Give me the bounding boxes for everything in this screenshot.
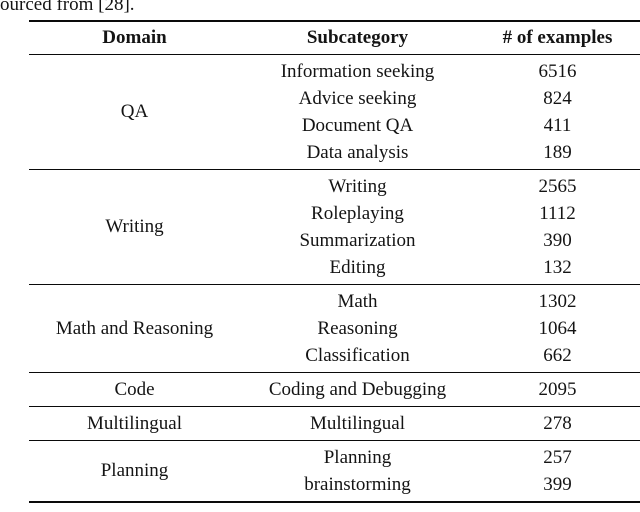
domain-cell: Math and Reasoning — [29, 284, 240, 373]
count-value: 1112 — [539, 203, 576, 224]
domain-cell: Planning — [29, 440, 240, 502]
count-value: 399 — [543, 474, 572, 495]
count-value: 1064 — [538, 318, 577, 339]
count-value: 411 — [543, 115, 572, 136]
domain-cell: QA — [120, 101, 149, 122]
count-cell: 278 — [475, 406, 640, 441]
header-domain: Domain — [29, 21, 240, 55]
subcategory-cell: Writing Roleplaying Summarization Editing — [240, 169, 475, 285]
count-value: 257 — [543, 447, 572, 468]
subcategory-value: Document QA — [301, 115, 414, 136]
subcategory-value: Multilingual — [310, 413, 405, 434]
domain-cell: Writing — [29, 169, 240, 285]
subcategory-cell: Coding and Debugging — [240, 372, 475, 407]
subcategory-value: Reasoning — [317, 318, 398, 339]
table-header: Domain Subcategory # of examples — [29, 21, 640, 55]
table-section-row: Math and Reasoning Math Reasoning Classific… — [29, 284, 640, 373]
table-body: QA Information seeking Advice seeking Docum… — [29, 55, 640, 502]
subcategory-value: brainstorming — [304, 474, 411, 495]
subcategory-cell: Information seeking Advice seeking Documen… — [240, 55, 475, 170]
count-cell: 2095 — [475, 372, 640, 407]
subcategory-value: Roleplaying — [311, 203, 404, 224]
count-value: 278 — [543, 413, 572, 434]
count-value: 824 — [543, 88, 572, 109]
count-cell: 257 399 — [475, 440, 640, 502]
count-value: 132 — [543, 257, 572, 278]
table-section-row: Multilingual Multilingual 278 — [29, 406, 640, 441]
table-section-row: QA Information seeking Advice seeking Docum… — [29, 55, 640, 170]
subcategory-value: Data analysis — [306, 142, 409, 163]
domain-subcategory-table: Domain Subcategory # of examples QA Infor… — [29, 20, 640, 503]
header-subcategory: Subcategory — [240, 21, 475, 55]
subcategory-value: Summarization — [299, 230, 416, 251]
count-value: 2095 — [538, 379, 577, 400]
subcategory-value: Writing — [328, 176, 387, 197]
subcategory-value: Math — [337, 291, 378, 312]
subcategory-value: Advice seeking — [298, 88, 417, 109]
subcategory-cell: Multilingual — [240, 406, 475, 441]
table-section-row: Writing Writing Roleplaying Summarization Ed… — [29, 169, 640, 285]
count-value: 189 — [543, 142, 572, 163]
count-value: 2565 — [538, 176, 577, 197]
subcategory-value: Information seeking — [280, 61, 435, 82]
table-caption-fragment: ourced from [28]. — [0, 0, 135, 15]
domain-cell: Code — [29, 372, 240, 407]
table-section-row: Planning Planning brainstorming 257 399 — [29, 440, 640, 502]
count-cell: 6516 824 411 189 — [475, 55, 640, 170]
count-value: 662 — [543, 345, 572, 366]
count-cell: 1302 1064 662 — [475, 284, 640, 373]
subcategory-value: Editing — [329, 257, 386, 278]
count-cell: 2565 1112 390 132 — [475, 169, 640, 285]
count-value: 390 — [543, 230, 572, 251]
subcategory-value: Planning — [323, 447, 392, 468]
subcategory-value: Classification — [305, 345, 410, 366]
subcategory-cell: Planning brainstorming — [240, 440, 475, 502]
count-value: 1302 — [538, 291, 577, 312]
subcategory-cell: Math Reasoning Classification — [240, 284, 475, 373]
count-value: 6516 — [538, 61, 577, 82]
header-num-examples: # of examples — [475, 21, 640, 55]
domain-cell: Multilingual — [29, 406, 240, 441]
table-section-row: Code Coding and Debugging 2095 — [29, 372, 640, 407]
subcategory-value: Coding and Debugging — [268, 379, 447, 400]
